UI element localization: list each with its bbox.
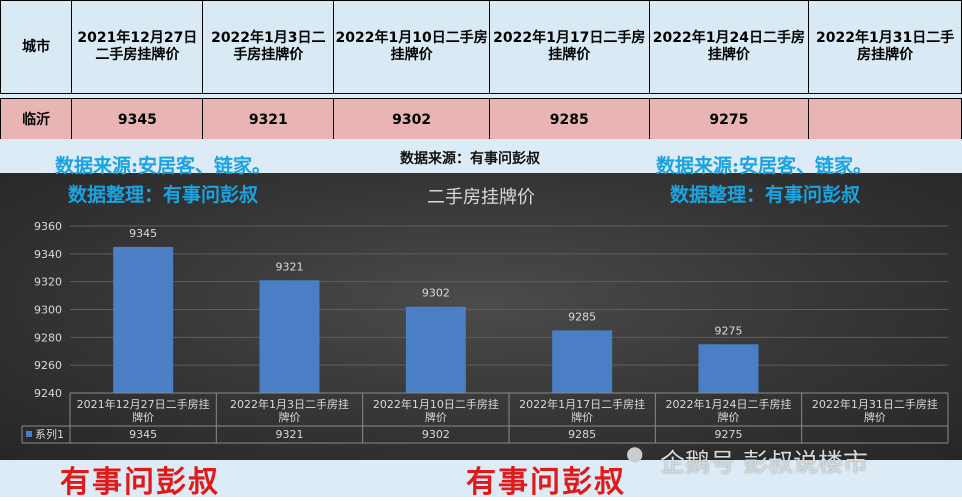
- data-label: 9285: [568, 310, 596, 323]
- price-table: 城市 2021年12月27日二手房挂牌价 2022年1月3日二手房挂牌价 202…: [0, 0, 962, 142]
- bar: [405, 306, 466, 393]
- table-value: 9302: [422, 428, 450, 441]
- watermark-red-left: 有事问彭叔: [60, 465, 220, 500]
- x-tick-label: 2022年1月10日二手房挂牌价: [373, 397, 499, 424]
- value-cell-3: 9302: [333, 98, 490, 142]
- bar: [259, 280, 320, 393]
- x-tick-label: 2022年1月17日二手房挂牌价: [519, 397, 645, 424]
- table-value: 9321: [276, 428, 304, 441]
- y-tick-label: 9340: [34, 248, 62, 261]
- value-cell-5: 9275: [648, 98, 810, 142]
- table-value: 9275: [715, 428, 743, 441]
- bottom-band: [0, 460, 962, 497]
- y-tick-label: 9360: [34, 220, 62, 233]
- x-tick-label: 2021年12月27日二手房挂牌价: [77, 397, 210, 424]
- bar-chart: 二手房挂牌价 9240 9260 9280 9300 9320 9340 9360 9345 93…: [0, 173, 962, 460]
- value-cell-6: [808, 98, 962, 142]
- y-tick-label: 9280: [34, 331, 62, 344]
- y-tick-label: 9300: [34, 304, 62, 317]
- chart-title: 二手房挂牌价: [427, 187, 535, 208]
- penguin-icon: ●: [626, 441, 644, 465]
- y-tick-label: 9260: [34, 359, 62, 372]
- watermark-source-right: 数据来源:安居客、链家。: [656, 155, 873, 177]
- bar: [113, 246, 174, 393]
- x-tick-label: 2022年1月3日二手房挂牌价: [230, 397, 349, 424]
- date-header-6: 2022年1月31日二手房挂牌价: [808, 0, 962, 94]
- data-label: 9321: [276, 260, 304, 273]
- date-header-4: 2022年1月17日二手房挂牌价: [488, 0, 650, 94]
- chart-svg: 二手房挂牌价 9240 9260 9280 9300 9320 9340 9360 9345 93…: [21, 187, 949, 444]
- watermark-curator-right: 数据整理：有事问彭叔: [670, 184, 861, 206]
- watermark-curator-left: 数据整理：有事问彭叔: [68, 184, 259, 206]
- table-value: 9345: [129, 428, 157, 441]
- y-tick-label: 9320: [34, 276, 62, 289]
- date-header-2: 2022年1月3日二手房挂牌价: [202, 0, 335, 94]
- x-tick-label: 2022年1月31日二手房挂牌价: [812, 397, 938, 424]
- data-label: 9275: [715, 324, 743, 337]
- watermark-red-right: 有事问彭叔: [466, 465, 626, 500]
- legend-series-name: 系列1: [35, 427, 64, 441]
- source-band: [0, 139, 962, 173]
- value-cell-1: 9345: [71, 98, 204, 142]
- watermark-source-left: 数据来源:安居客、链家。: [55, 155, 272, 177]
- price-table-panel: 城市 2021年12月27日二手房挂牌价 2022年1月3日二手房挂牌价 202…: [0, 0, 962, 142]
- value-cell-4: 9285: [488, 98, 650, 142]
- table-value: 9285: [568, 428, 596, 441]
- date-header-5: 2022年1月24日二手房挂牌价: [648, 0, 810, 94]
- bar: [552, 330, 613, 393]
- legend-key: [26, 431, 32, 437]
- city-cell: 临沂: [0, 98, 73, 142]
- data-label: 9345: [129, 227, 157, 240]
- data-source-label: 数据来源：有事问彭叔: [400, 151, 540, 167]
- data-label: 9302: [422, 287, 450, 300]
- city-header: 城市: [0, 0, 73, 94]
- value-cell-2: 9321: [202, 98, 335, 142]
- date-header-3: 2022年1月10日二手房挂牌价: [333, 0, 490, 94]
- y-tick-label: 9240: [34, 387, 62, 400]
- bar: [698, 344, 759, 393]
- watermark-brand: 企鹅号 彭叔说楼市: [660, 448, 868, 477]
- x-tick-label: 2022年1月24日二手房挂牌价: [666, 397, 792, 424]
- date-header-1: 2021年12月27日二手房挂牌价: [71, 0, 204, 94]
